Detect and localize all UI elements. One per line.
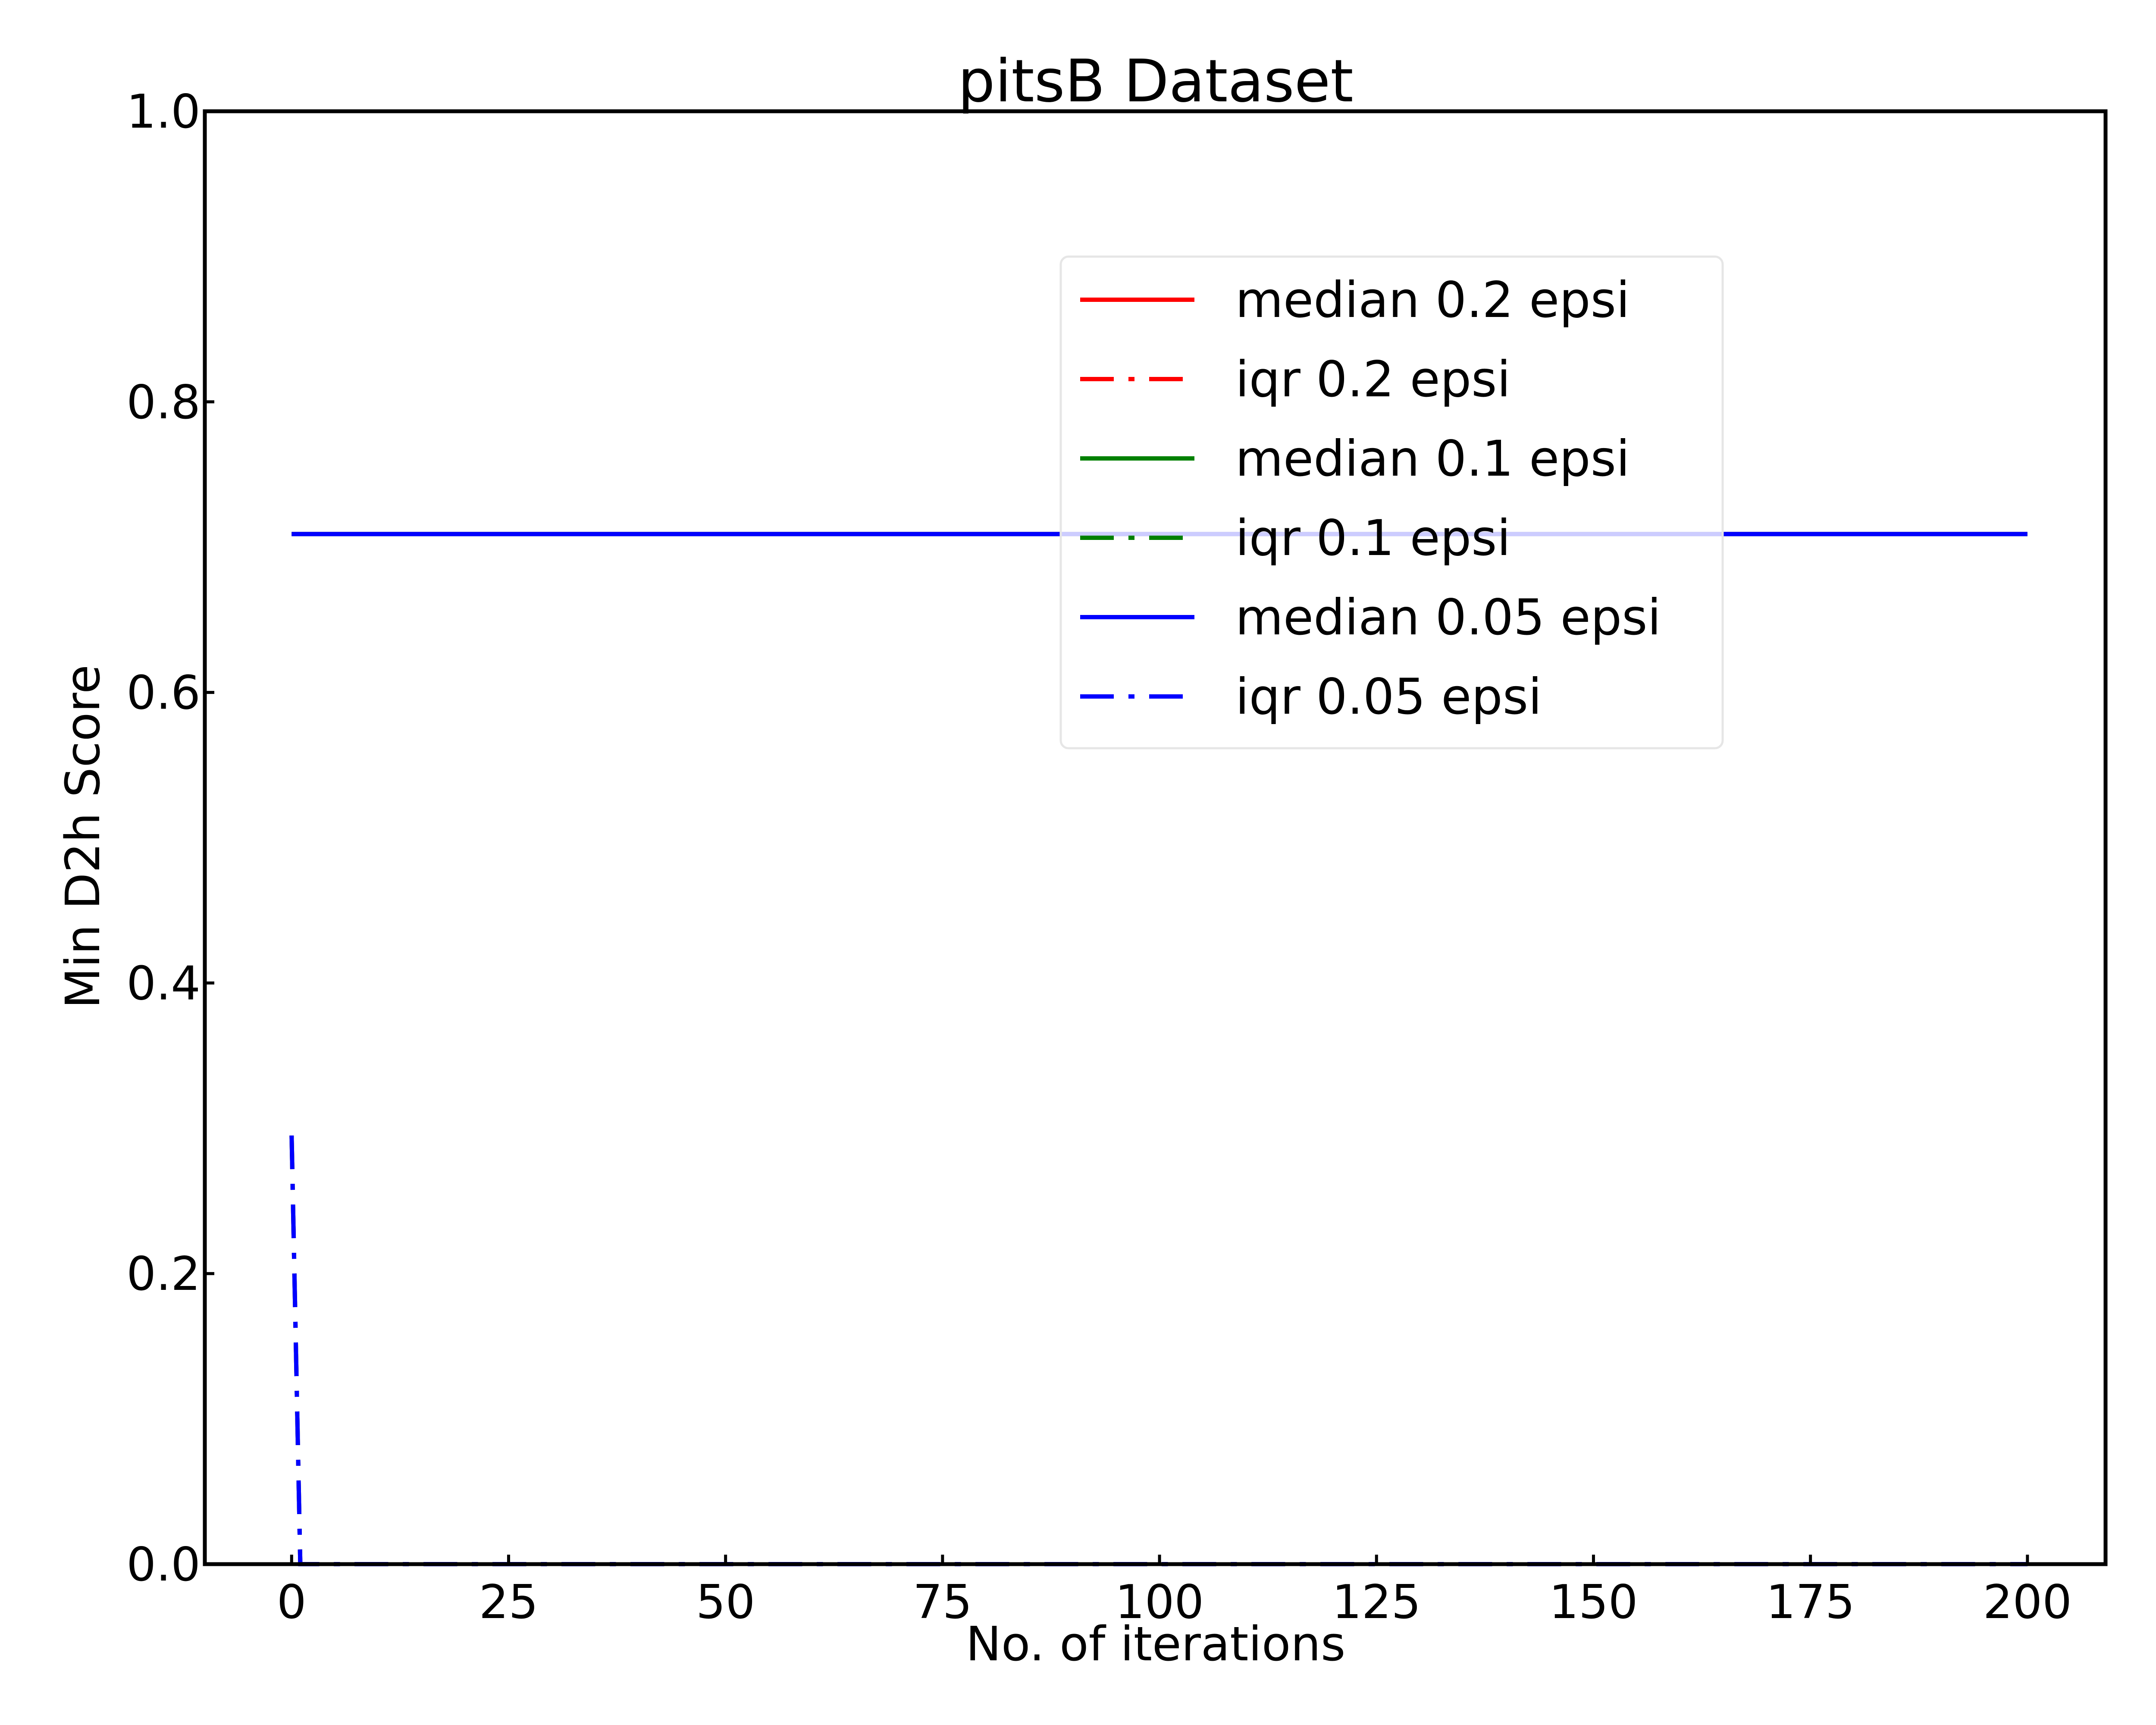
- x-tick-label: 25: [479, 1575, 538, 1629]
- y-axis-ticks: 0.0 0.2 0.4 0.6 0.8 1.0: [126, 85, 214, 1592]
- x-tick-label: 75: [913, 1575, 972, 1629]
- x-tick-label: 200: [1983, 1575, 2072, 1629]
- x-tick-label: 125: [1332, 1575, 1421, 1629]
- x-tick-label: 0: [277, 1575, 307, 1629]
- y-tick-label: 1.0: [126, 85, 201, 139]
- y-tick-label: 0.2: [126, 1247, 201, 1301]
- y-axis-label: Min D2h Score: [55, 665, 110, 1009]
- y-tick-label: 0.8: [126, 376, 201, 430]
- legend-label: median 0.05 epsi: [1235, 589, 1661, 646]
- x-tick-label: 150: [1549, 1575, 1638, 1629]
- legend-label: median 0.1 epsi: [1235, 430, 1630, 487]
- legend-label: iqr 0.05 epsi: [1235, 668, 1542, 725]
- x-axis-label: No. of iterations: [966, 1616, 1346, 1672]
- legend: median 0.2 epsi iqr 0.2 epsi median 0.1 ep…: [1059, 255, 1724, 750]
- x-tick-label: 100: [1115, 1575, 1204, 1629]
- x-tick-label: 50: [696, 1575, 755, 1629]
- x-axis-ticks: 0 25 50 75 100 125 150 175 200: [277, 1555, 2072, 1629]
- legend-box: [1059, 255, 1724, 750]
- legend-label: iqr 0.2 epsi: [1235, 351, 1510, 408]
- y-tick-label: 0.0: [126, 1538, 201, 1592]
- legend-label: median 0.2 epsi: [1235, 271, 1630, 329]
- plot-frame: [203, 109, 2108, 1566]
- chart-title: pitsB Dataset: [958, 47, 1353, 116]
- y-tick-label: 0.6: [126, 666, 201, 720]
- y-tick-label: 0.4: [126, 957, 201, 1010]
- legend-label: iqr 0.1 epsi: [1235, 509, 1510, 567]
- x-tick-label: 175: [1766, 1575, 1855, 1629]
